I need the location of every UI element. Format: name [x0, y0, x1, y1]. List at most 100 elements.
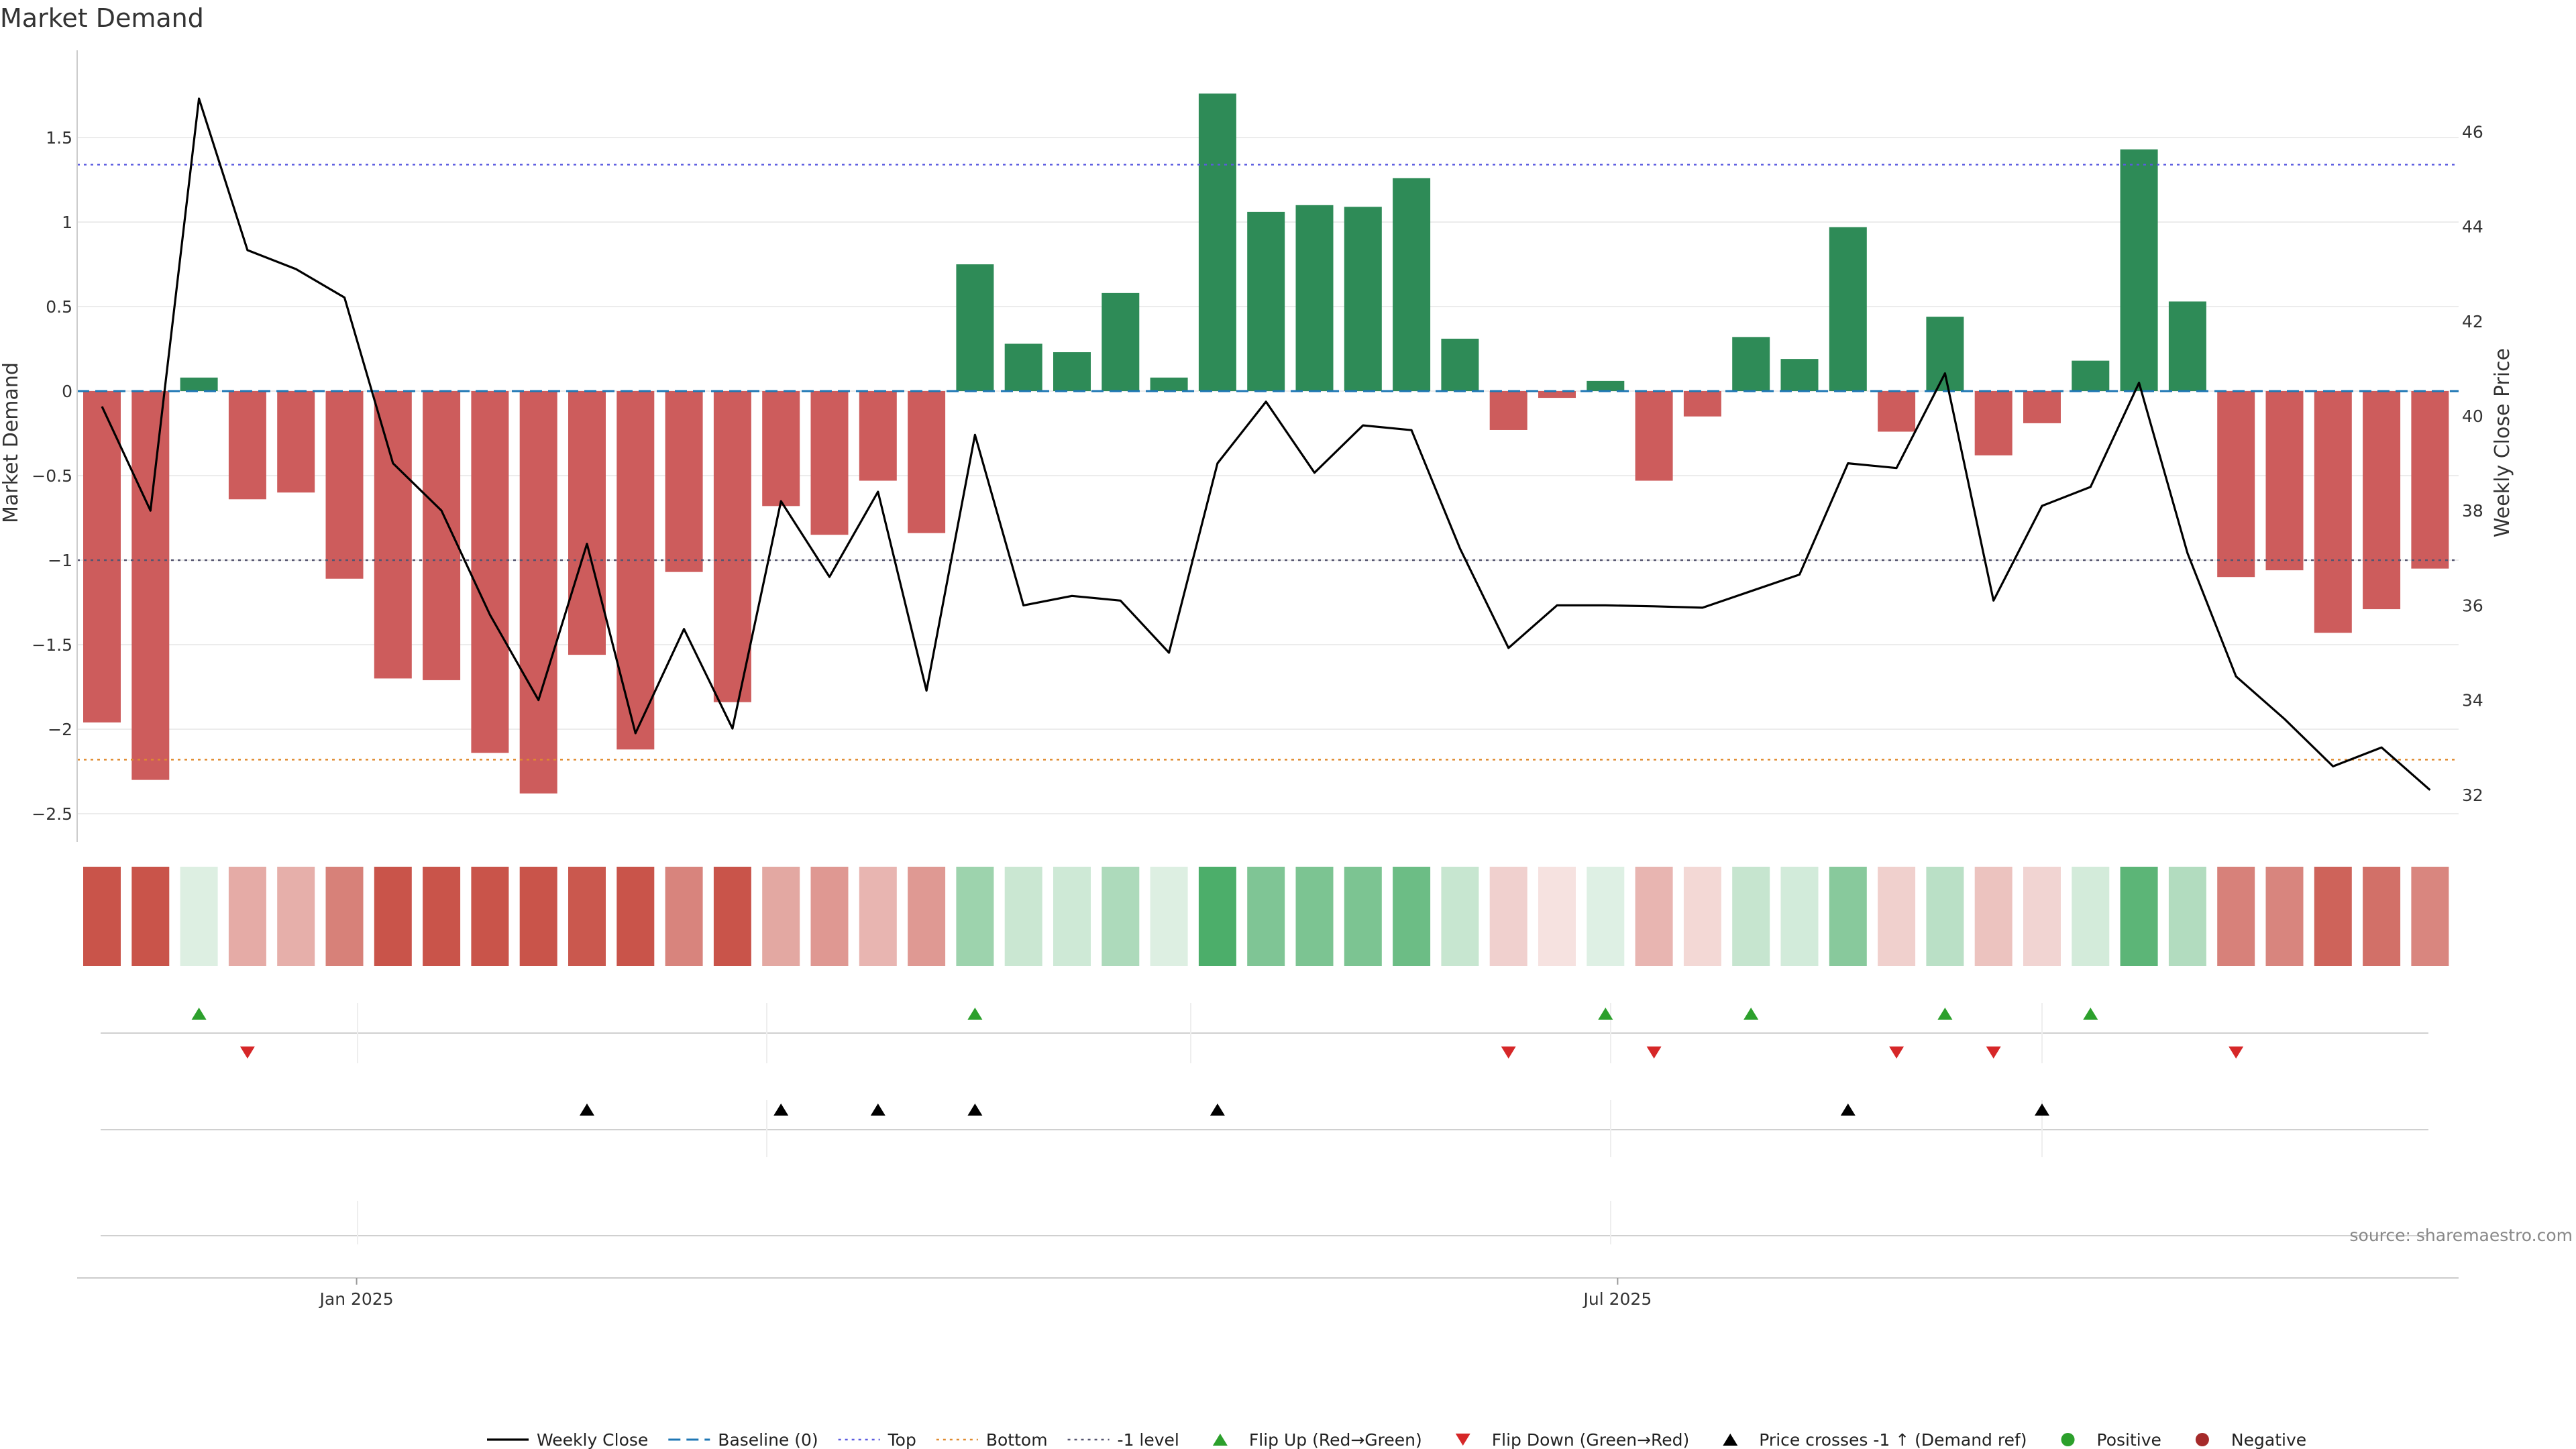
legend-swatch-price-cross	[1723, 1434, 1738, 1446]
heat-strip-cell	[1344, 867, 1382, 966]
heat-strip-cell	[1393, 867, 1431, 966]
demand-bar	[1441, 338, 1479, 391]
demand-bar	[956, 264, 994, 391]
price-cross-marker	[773, 1104, 789, 1116]
demand-bar	[713, 391, 751, 702]
demand-bar	[2168, 301, 2206, 391]
y2-tick-label: 34	[2462, 691, 2483, 710]
legend-item-top: Top	[838, 1430, 916, 1449]
y2-tick-label: 42	[2462, 312, 2483, 331]
line-layer	[101, 97, 2431, 791]
legend-swatch-positive	[2061, 1433, 2075, 1446]
heat-strip-cell	[1732, 867, 1770, 966]
legend-item-baseline: Baseline (0)	[668, 1430, 818, 1449]
heat-strip-cell	[568, 867, 606, 966]
price-cross-marker	[967, 1104, 983, 1116]
demand-bar	[1926, 317, 1964, 391]
heat-strip-cell	[423, 867, 461, 966]
heat-strip-cell	[2314, 867, 2352, 966]
demand-bar	[859, 391, 897, 481]
legend-item-positive-dot: Positive	[2061, 1430, 2161, 1449]
heat-strip-cell	[1441, 867, 1479, 966]
demand-bar	[1489, 391, 1527, 430]
demand-bar	[2363, 391, 2401, 610]
heat-strip-cell	[1878, 867, 1916, 966]
heat-strip-cell	[2265, 867, 2304, 966]
y2-tick-label: 32	[2462, 786, 2483, 805]
heat-strip-cell	[180, 867, 218, 966]
price-cross-marker	[870, 1104, 885, 1116]
heat-strip-cell	[859, 867, 897, 966]
demand-bar	[2217, 391, 2255, 578]
heat-strip-cell	[228, 867, 266, 966]
demand-bar	[2072, 360, 2110, 391]
legend-item-negative-dot: Negative	[2195, 1430, 2306, 1449]
flip-down-marker	[1986, 1046, 2001, 1059]
heat-strip-cell	[325, 867, 364, 966]
heat-strip-cell	[665, 867, 703, 966]
heat-strip-cell	[1004, 867, 1042, 966]
demand-bar	[1732, 337, 1770, 391]
y2-tick-label: 40	[2462, 407, 2483, 426]
y2-tick-label: 46	[2462, 122, 2483, 142]
flip-down-marker	[1889, 1046, 1904, 1059]
heat-strip-cell	[616, 867, 655, 966]
legend-label: Baseline (0)	[718, 1430, 818, 1449]
chart-title: Market Demand	[0, 3, 204, 33]
heat-strip-cell	[2023, 867, 2061, 966]
demand-bar	[131, 391, 170, 780]
y2-tick-label: 36	[2462, 596, 2483, 615]
legend-swatch-flip-down	[1455, 1434, 1470, 1446]
demand-bar	[762, 391, 800, 506]
demand-bar	[1102, 292, 1140, 391]
heat-strip-cell	[374, 867, 412, 966]
heat-strip-cell	[713, 867, 751, 966]
legend-label: Weekly Close	[537, 1430, 648, 1449]
heat-strip-cell	[2072, 867, 2110, 966]
price-cross-marker	[2035, 1104, 2049, 1116]
heat-strip-cell	[471, 867, 509, 966]
flip-up-marker	[191, 1008, 207, 1020]
demand-bar	[2314, 391, 2352, 633]
axes-layer: 1.5 1 0.5 0 −0.5 −1 −1.5 −2 −2.5 46 44 42 40 38 36 34 32	[32, 50, 2483, 842]
events-panels	[101, 1003, 2428, 1244]
demand-bar	[2023, 391, 2061, 423]
heat-strip-cell	[2411, 867, 2449, 966]
levels-layer	[77, 164, 2459, 761]
legend-label: Price crosses -1 ↑ (Demand ref)	[1759, 1430, 2027, 1449]
demand-bar	[1974, 391, 2012, 455]
heat-strip-cell	[1538, 867, 1576, 966]
heat-strip-cell	[2363, 867, 2401, 966]
y-tick-label: 1.5	[46, 128, 72, 148]
demand-bar	[616, 391, 655, 750]
legend-item-flip-down: Flip Down (Green→Red)	[1455, 1430, 1689, 1449]
demand-bar	[1247, 211, 1285, 391]
demand-bar	[374, 391, 412, 679]
demand-bar	[1344, 207, 1382, 391]
demand-bar	[471, 391, 509, 753]
flip-down-marker	[239, 1046, 255, 1059]
x-axis: Jan 2025 Jul 2025	[77, 1277, 2459, 1309]
y-tick-label: 1	[62, 213, 72, 232]
y-tick-label: −1	[48, 551, 72, 570]
y-tick-label: −0.5	[32, 466, 72, 486]
y2-tick-label: 44	[2462, 217, 2483, 237]
flip-up-marker	[1598, 1008, 1613, 1020]
demand-bar	[568, 391, 606, 655]
heat-strip-cell	[277, 867, 315, 966]
demand-bar	[1780, 359, 1819, 391]
heat-strip-cell	[1102, 867, 1140, 966]
y2-axis-label: Weekly Close Price	[2491, 348, 2514, 537]
flip-down-marker	[2229, 1046, 2244, 1059]
demand-bar	[519, 391, 557, 794]
bars-layer	[83, 93, 2449, 794]
legend-label: Top	[888, 1430, 916, 1449]
y-axis-label: Market Demand	[0, 362, 23, 523]
demand-bar	[1150, 377, 1188, 391]
legend-label: -1 level	[1118, 1430, 1179, 1449]
demand-bar	[1004, 343, 1042, 391]
demand-bar	[810, 391, 849, 535]
heat-strip-cell	[762, 867, 800, 966]
heat-strip-cell	[83, 867, 121, 966]
